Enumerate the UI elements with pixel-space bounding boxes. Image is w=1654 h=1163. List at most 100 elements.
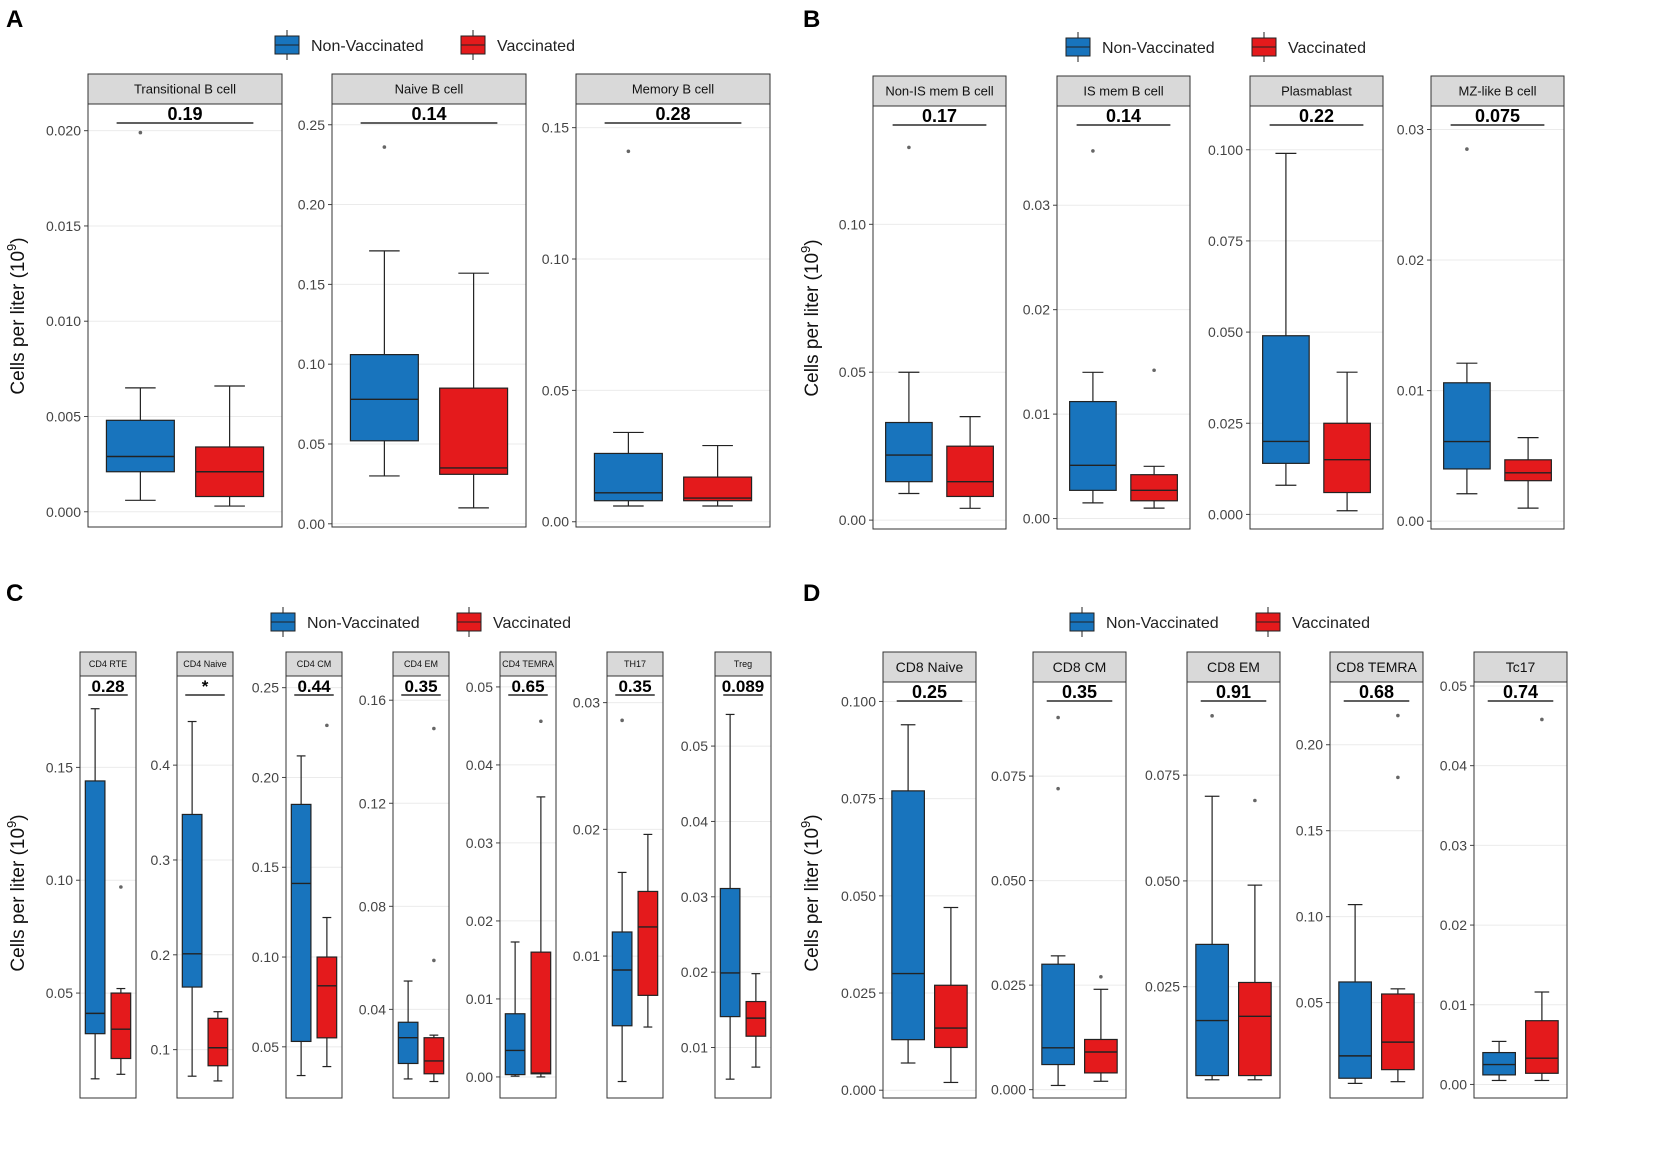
y-tick-label: 0.10 (252, 949, 279, 965)
box-vaccinated (1084, 974, 1118, 1082)
y-tick-label: 0.01 (573, 948, 600, 964)
box-non-vaccinated (349, 145, 419, 477)
box-iqr (1084, 1038, 1118, 1074)
box-iqr (683, 476, 753, 502)
legend: Non-Vaccinated Vaccinated (270, 607, 571, 637)
box-non-vaccinated (891, 724, 925, 1064)
facet-frame (1329, 681, 1424, 1099)
y-tick-label: 0.05 (466, 679, 493, 695)
p-value: 0.14 (411, 104, 446, 124)
outlier-point (138, 130, 143, 135)
box-iqr (290, 803, 312, 1043)
y-tick-label: 0.08 (359, 898, 386, 914)
y-tick-label: 0.01 (1440, 997, 1467, 1013)
facet-frame (714, 675, 772, 1099)
y-tick-label: 0.010 (46, 313, 81, 329)
box-iqr (1069, 400, 1117, 491)
y-tick-label: 0.04 (681, 813, 708, 829)
panel-c: C Non-Vaccinated Vaccinated Cells per liter… (4, 580, 772, 1099)
facet-title: Treg (734, 659, 752, 669)
y-tick-label: 0.000 (1208, 506, 1243, 522)
facet-title: CD4 TEMRA (502, 659, 554, 669)
y-tick-label: 0.03 (1023, 197, 1050, 213)
facet-title: CD8 EM (1207, 659, 1260, 675)
outlier-point (539, 719, 543, 724)
box-iqr (611, 931, 633, 1027)
legend-label-non-vaccinated: Non-Vaccinated (1106, 615, 1219, 632)
box-iqr (439, 387, 509, 475)
facet-cd8-temra: 0.05 0.10 0.15 0.20 CD8 TEMRA 0.68 (1296, 651, 1424, 1099)
y-tick-label: 0.000 (991, 1082, 1026, 1098)
facet-title: CD4 RTE (89, 659, 127, 669)
y-tick-label: 0.16 (359, 692, 386, 708)
y-tick-label: 0.03 (466, 835, 493, 851)
y-tick-label: 0.3 (151, 852, 171, 868)
facet-title: Transitional B cell (134, 82, 236, 97)
y-tick-label: 0.02 (466, 913, 493, 929)
facet-title: Naive B cell (395, 82, 464, 97)
box-vaccinated (207, 1011, 229, 1082)
y-tick-label: 0.100 (1208, 142, 1243, 158)
box-non-vaccinated (181, 720, 203, 1077)
box-iqr (349, 354, 419, 442)
p-value: 0.22 (1299, 106, 1334, 126)
facet-strip (1032, 651, 1127, 683)
y-tick-label: 0.15 (252, 859, 279, 875)
facet-strip (606, 651, 664, 677)
box-non-vaccinated (1443, 147, 1491, 495)
y-tick-label: 0.05 (1296, 995, 1323, 1011)
y-tick-label: 0.000 (841, 1082, 876, 1098)
box-non-vaccinated (105, 130, 175, 501)
p-value: 0.14 (1106, 106, 1141, 126)
y-tick-label: 0.10 (46, 872, 73, 888)
box-vaccinated (1238, 798, 1272, 1081)
box-non-vaccinated (1041, 715, 1075, 1087)
facet-strip (882, 651, 977, 683)
y-tick-label: 0.10 (298, 356, 325, 372)
outlier-point (1056, 715, 1060, 720)
p-value: 0.089 (722, 677, 765, 696)
facet-naive-b-cell: 0.00 0.05 0.10 0.15 0.20 0.25 Naive B cell 0.14 (298, 73, 527, 532)
y-tick-label: 0.005 (46, 408, 81, 424)
box-iqr (719, 887, 741, 1018)
y-tick-label: 0.075 (991, 768, 1026, 784)
y-tick-label: 0.20 (1296, 737, 1323, 753)
facet-th17: 0.01 0.02 0.03 TH17 0.35 (573, 651, 664, 1099)
p-value: 0.17 (922, 106, 957, 126)
facet-cd8-em: 0.025 0.050 0.075 CD8 EM 0.91 (1145, 651, 1281, 1099)
y-tick-label: 0.03 (1440, 837, 1467, 853)
box-iqr (530, 951, 552, 1075)
box-iqr (423, 1037, 445, 1075)
outlier-point (1056, 786, 1060, 791)
y-axis-label: Cells per liter (109) (798, 239, 823, 396)
y-tick-label: 0.050 (1208, 324, 1243, 340)
facet-title: CD8 CM (1053, 659, 1107, 675)
facet-strip (499, 651, 557, 677)
facet-strip (87, 73, 283, 105)
facet-cd4-naive: 0.1 0.2 0.3 0.4 CD4 Naive * (151, 651, 234, 1099)
legend-label-vaccinated: Vaccinated (1292, 615, 1370, 632)
facet-cd4-rte: 0.05 0.10 0.15 CD4 RTE 0.28 (46, 651, 137, 1099)
y-tick-label: 0.15 (46, 759, 73, 775)
p-value: 0.25 (912, 682, 947, 702)
y-tick-label: 0.100 (841, 693, 876, 709)
outlier-point (1396, 713, 1400, 718)
box-non-vaccinated (885, 145, 933, 495)
facet-mz-like-b-cell: 0.00 0.01 0.02 0.03 MZ-like B cell 0.075 (1397, 75, 1565, 530)
facet-frame (392, 675, 450, 1099)
outlier-point (1540, 717, 1544, 722)
facet-strip (1430, 75, 1565, 107)
box-iqr (885, 421, 933, 483)
legend: Non-Vaccinated Vaccinated (1069, 607, 1370, 637)
box-vaccinated (637, 833, 659, 1028)
outlier-point (432, 726, 436, 731)
panel-letter: C (6, 580, 23, 607)
y-tick-label: 0.12 (359, 795, 386, 811)
panel-letter: D (803, 580, 820, 607)
facet-strip (872, 75, 1007, 107)
facet-frame (872, 105, 1007, 530)
y-tick-label: 0.00 (466, 1069, 493, 1085)
legend-label-non-vaccinated: Non-Vaccinated (311, 38, 424, 55)
box-vaccinated (1381, 713, 1415, 1083)
